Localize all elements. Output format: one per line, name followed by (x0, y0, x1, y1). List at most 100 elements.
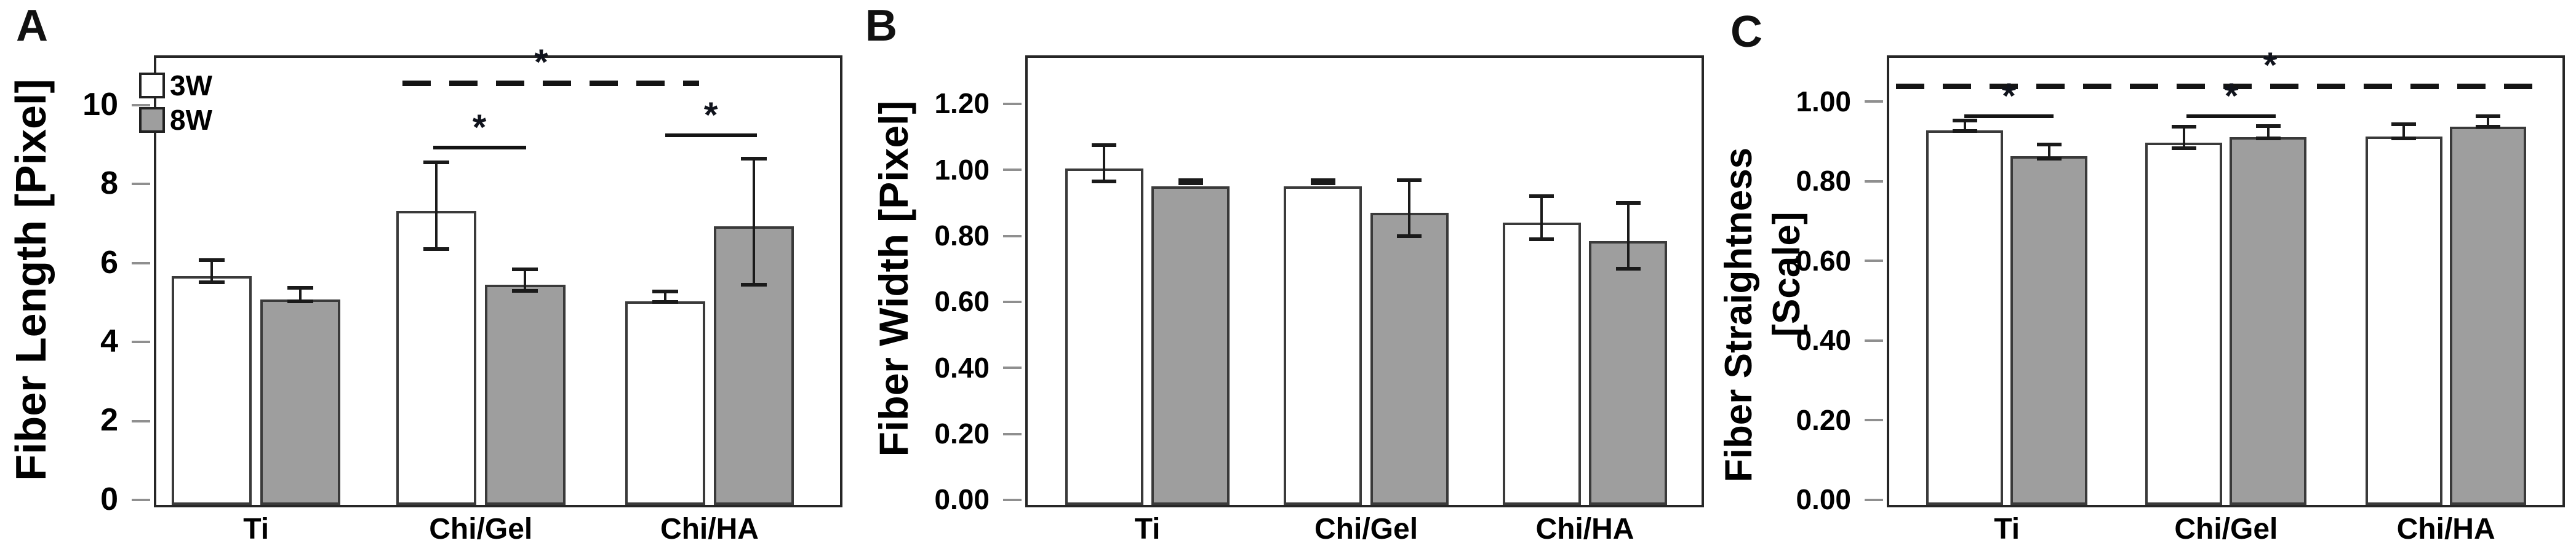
error-bar-cap (2255, 124, 2281, 129)
y-tick-mark (132, 499, 150, 501)
error-bar-cap (2476, 114, 2501, 119)
y-tick-label: 0.40 (1796, 324, 1851, 357)
significance-star: * (2002, 76, 2016, 116)
error-bar-cap (2476, 125, 2501, 129)
legend-label-3w: 3W (170, 69, 212, 101)
y-tick-mark (1003, 234, 1022, 237)
bar-chi-gel-8w (2230, 137, 2307, 505)
y-tick-label: 0.20 (1796, 403, 1851, 436)
error-bar-chi-ha-8w (1626, 203, 1630, 269)
error-bar-cap (1397, 234, 1422, 238)
y-tick-mark (1003, 432, 1022, 435)
y-tick-mark (132, 341, 150, 344)
error-bar-chi-gel-8w (524, 269, 527, 291)
x-category-label-chi-ha: Chi/HA (1535, 513, 1634, 545)
x-category-label-ti: Ti (243, 513, 270, 545)
y-tick-mark (1003, 367, 1022, 370)
y-tick-mark (132, 104, 150, 107)
y-tick-mark (132, 183, 150, 186)
error-bar-cap (2171, 125, 2196, 129)
error-bar-cap (2391, 137, 2417, 141)
error-bar-cap (1397, 178, 1422, 182)
x-category-label-ti: Ti (1134, 513, 1161, 545)
y-tick-label: 1.00 (1796, 85, 1851, 117)
error-bar-cap (2171, 146, 2196, 151)
error-bar-cap (423, 247, 449, 252)
error-bar-cap (1178, 181, 1203, 185)
significance-star: * (2263, 46, 2278, 86)
bar-chi-ha-8w (1588, 240, 1668, 505)
y-tick-label: 2 (100, 402, 118, 438)
y-tick-label: 0.00 (934, 483, 990, 516)
error-bar-cap (287, 299, 314, 304)
error-bar-cap (1615, 201, 1641, 205)
y-tick-label: 0.40 (934, 351, 990, 384)
bar-chi-gel-3w (396, 210, 477, 505)
error-bar-cap (1178, 178, 1203, 182)
bar-ti-3w (171, 276, 252, 505)
error-bar-ti-8w (2047, 144, 2050, 159)
bar-ti-8w (1151, 186, 1230, 505)
significance-star: * (534, 42, 548, 82)
error-bar-chi-ha-8w (2487, 116, 2490, 127)
y-tick-mark (1865, 499, 1883, 501)
y-tick-mark (1003, 301, 1022, 304)
x-category-label-chi-ha: Chi/HA (2396, 513, 2495, 545)
error-bar-cap (198, 258, 225, 262)
significance-line-dashed (402, 80, 700, 86)
significance-star: * (2224, 76, 2239, 116)
y-tick-mark (1003, 168, 1022, 172)
error-bar-cap (198, 280, 225, 284)
y-tick-label: 8 (100, 165, 118, 202)
y-tick-label: 0.60 (934, 285, 990, 318)
x-category-label-ti: Ti (1994, 513, 2020, 545)
bar-ti-8w (260, 299, 341, 505)
x-category-label-chi-gel: Chi/Gel (429, 513, 533, 545)
y-tick-mark (1865, 100, 1883, 103)
error-bar-chi-gel-8w (2266, 126, 2270, 138)
panel-letter-a: A (16, 1, 48, 50)
y-tick-label: 6 (100, 244, 118, 280)
y-tick-label: 0.80 (1796, 165, 1851, 197)
bar-chi-ha-8w (2449, 126, 2527, 505)
panel-letter-c: C (1730, 7, 1762, 57)
error-bar-cap (652, 299, 678, 304)
x-category-label-chi-gel: Chi/Gel (1314, 513, 1418, 545)
significance-star: * (472, 108, 487, 148)
significance-line-solid (665, 133, 758, 137)
y-tick-label: 0.60 (1796, 244, 1851, 277)
error-bar-cap (512, 268, 538, 272)
error-bar-chi-ha-3w (663, 291, 666, 302)
bar-ti-8w (2010, 156, 2087, 505)
error-bar-cap (2255, 136, 2281, 140)
bar-ti-3w (1065, 168, 1144, 505)
error-bar-cap (2391, 122, 2417, 127)
error-bar-cap (512, 288, 538, 293)
bar-chi-ha-3w (625, 301, 705, 505)
significance-line-solid (1964, 114, 2054, 118)
chart-c-fiber-straightness: 0.00 0.20 0.40 0.60 0.80 1.00 Ti Chi/Gel Chi/HA *… (1796, 48, 2565, 545)
error-bar-ti-3w (1963, 120, 1966, 131)
error-bar-cap (287, 286, 314, 290)
error-bar-cap (1092, 180, 1117, 184)
error-bar-chi-gel-3w (2182, 127, 2185, 149)
significance-line-solid (433, 146, 527, 150)
error-bar-ti-8w (299, 288, 302, 302)
error-bar-cap (423, 161, 449, 165)
error-bar-cap (1310, 181, 1335, 185)
y-tick-label: 0.80 (934, 220, 990, 252)
legend-swatch-3w (139, 73, 165, 98)
y-tick-mark (132, 419, 150, 422)
error-bar-cap (2036, 142, 2062, 146)
error-bar-cap (652, 290, 678, 294)
y-tick-label: 0.00 (1796, 483, 1851, 516)
bar-ti-3w (1926, 130, 2004, 505)
y-tick-label: 0.20 (934, 418, 990, 450)
y-tick-label: 1.00 (934, 153, 990, 186)
legend-label-8w: 8W (170, 104, 212, 136)
error-bar-ti-3w (1103, 145, 1106, 182)
y-tick-mark (1865, 419, 1883, 422)
